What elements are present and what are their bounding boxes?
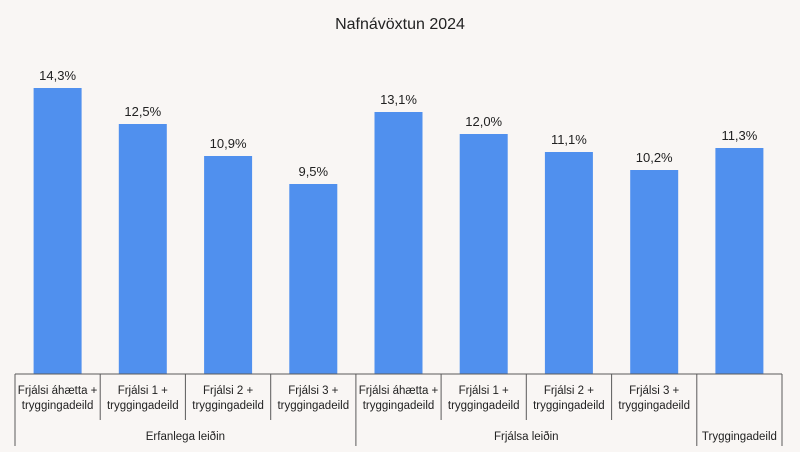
category-label: tryggingadeild: [22, 400, 94, 412]
data-labels: 14,3% 12,5% 10,9% 9,5% 13,1% 12,0% 11,1% 10,2% 1…: [39, 68, 758, 179]
group-label: Frjálsa leiðin: [494, 431, 559, 443]
chart-title: Nafnávöxtun 2024: [335, 16, 465, 33]
group-label: Tryggingadeild: [702, 431, 777, 443]
category-label: Frjálsi 3 +: [288, 385, 338, 397]
category-label: tryggingadeild: [192, 400, 264, 412]
bars: [33, 88, 764, 374]
category-label: Frjálsi 1 +: [459, 385, 509, 397]
bar: [630, 170, 679, 374]
category-label: tryggingadeild: [448, 400, 520, 412]
category-label: Frjálsi 3 +: [629, 385, 679, 397]
bar: [544, 152, 593, 374]
category-label: Frjálsi 1 +: [118, 385, 168, 397]
data-label: 9,5%: [298, 164, 328, 179]
bar: [204, 156, 253, 374]
category-axis: Frjálsi áhætta + tryggingadeild Frjálsi 1 …: [14, 373, 783, 446]
bar: [33, 88, 82, 374]
category-label: Frjálsi 2 +: [544, 385, 594, 397]
bar: [715, 148, 764, 374]
data-label: 11,1%: [551, 132, 587, 147]
data-label: 13,1%: [380, 92, 417, 107]
bar: [459, 134, 508, 374]
group-label: Erfanlega leiðin: [146, 431, 225, 443]
category-label: tryggingadeild: [277, 400, 349, 412]
bar: [374, 112, 423, 374]
data-label: 12,5%: [124, 104, 161, 119]
data-label: 14,3%: [39, 68, 76, 83]
category-label: tryggingadeild: [363, 400, 435, 412]
category-label: Frjálsi áhætta +: [18, 385, 98, 397]
data-label: 12,0%: [465, 114, 502, 129]
bar: [289, 184, 338, 374]
category-label: tryggingadeild: [618, 400, 690, 412]
category-label: tryggingadeild: [107, 400, 179, 412]
data-label: 10,2%: [636, 150, 673, 165]
data-label: 11,3%: [721, 128, 757, 143]
category-label: Frjálsi áhætta +: [359, 385, 439, 397]
bar: [118, 124, 167, 374]
category-label: Frjálsi 2 +: [203, 385, 253, 397]
data-label: 10,9%: [210, 136, 247, 151]
category-label: tryggingadeild: [533, 400, 605, 412]
